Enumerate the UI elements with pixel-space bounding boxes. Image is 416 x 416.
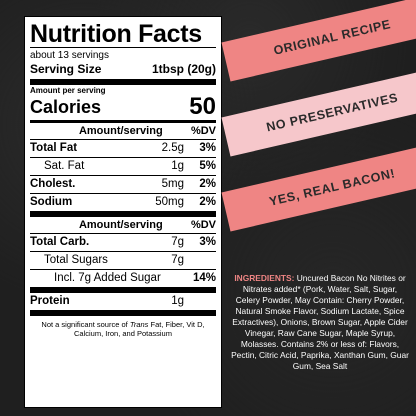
banner-no-preservatives: NO PRESERVATIVES bbox=[221, 70, 416, 157]
nutrient-row-total-carb: Total Carb. 7g 3% bbox=[30, 233, 216, 251]
servings-per-container: about 13 servings bbox=[30, 50, 109, 61]
divider-medium bbox=[30, 120, 216, 123]
ingredients-text: Uncured Bacon No Nitrites or Nitrates ad… bbox=[231, 273, 409, 371]
nutrient-name: Incl. 7g Added Sugar bbox=[54, 272, 161, 284]
nutrient-amount: 7g bbox=[171, 254, 184, 266]
amount-per-serving: Amount per serving bbox=[30, 86, 106, 95]
nutrient-header: Amount/serving %DV bbox=[30, 217, 216, 233]
nutrition-facts-panel: Nutrition Facts about 13 servings Servin… bbox=[24, 16, 222, 408]
banner-label: NO PRESERVATIVES bbox=[265, 90, 400, 135]
daily-value-header: %DV bbox=[190, 219, 216, 231]
nutrient-amount: 1g bbox=[171, 160, 184, 172]
amount-per-serving-header: Amount/serving bbox=[78, 125, 163, 137]
nutrient-row-protein: Protein 1g bbox=[30, 287, 216, 310]
banner-label: YES, REAL BACON! bbox=[267, 166, 397, 209]
nutrient-amount: 7g bbox=[171, 236, 184, 248]
nutrition-facts-title: Nutrition Facts bbox=[30, 20, 202, 48]
nutrition-footnote: Not a significant source of Trans Fat, F… bbox=[30, 320, 216, 338]
divider-thick bbox=[30, 211, 216, 217]
nutrient-row-added-sugar: Incl. 7g Added Sugar 14% bbox=[30, 269, 216, 287]
nutrient-amount: 1g bbox=[171, 295, 184, 307]
nutrient-amount: 5mg bbox=[161, 178, 184, 190]
nutrient-row-total-fat: Total Fat 2.5g 3% bbox=[30, 139, 216, 157]
nutrient-dv: 5% bbox=[199, 160, 216, 172]
nutrient-row-sat-fat: Sat. Fat 1g 5% bbox=[30, 157, 216, 175]
nutrient-row-total-sugars: Total Sugars 7g bbox=[30, 251, 216, 269]
amount-per-serving-header: Amount/serving bbox=[78, 219, 163, 231]
calories-row: Calories 50 bbox=[30, 93, 216, 120]
serving-size-label: Serving Size bbox=[30, 62, 102, 76]
nutrient-name: Sat. Fat bbox=[44, 160, 85, 172]
calories-value: 50 bbox=[189, 93, 216, 120]
ingredients-block: INGREDIENTS: Uncured Bacon No Nitrites o… bbox=[230, 273, 410, 372]
banner-original-recipe: ORIGINAL RECIPE bbox=[221, 0, 416, 82]
nutrient-dv: 2% bbox=[199, 178, 216, 190]
serving-size-row: Serving Size 1tbsp (20g) bbox=[30, 62, 216, 77]
footnote-text: Not a significant source of bbox=[41, 320, 128, 329]
footnote-text: Fat, Fiber, Vit D, Calcium, Iron, and Po… bbox=[74, 320, 205, 338]
nutrient-name: Total Sugars bbox=[44, 254, 108, 266]
nutrient-name: Cholest. bbox=[30, 178, 76, 190]
banner-label: ORIGINAL RECIPE bbox=[272, 17, 393, 58]
nutrient-name: Total Fat bbox=[30, 142, 78, 154]
serving-size-value: 1tbsp (20g) bbox=[151, 62, 216, 76]
footnote-italic: Trans bbox=[129, 320, 149, 329]
nutrient-dv: 14% bbox=[192, 272, 216, 284]
ingredients-label: INGREDIENTS: bbox=[234, 273, 295, 283]
divider bbox=[30, 47, 216, 48]
divider-thick bbox=[30, 310, 216, 316]
banner-real-bacon: YES, REAL BACON! bbox=[221, 145, 416, 232]
calories-label: Calories bbox=[30, 97, 102, 117]
nutrient-name: Total Carb. bbox=[30, 236, 90, 248]
nutrient-dv: 2% bbox=[199, 196, 216, 208]
nutrient-row-cholesterol: Cholest. 5mg 2% bbox=[30, 175, 216, 193]
nutrient-name: Sodium bbox=[30, 196, 73, 208]
nutrient-row-sodium: Sodium 50mg 2% bbox=[30, 193, 216, 211]
nutrient-header: Amount/serving %DV bbox=[30, 123, 216, 139]
divider-thick bbox=[30, 79, 216, 85]
nutrient-dv: 3% bbox=[199, 236, 216, 248]
nutrient-amount: 2.5g bbox=[161, 142, 184, 154]
nutrient-name: Protein bbox=[30, 295, 70, 307]
nutrient-amount: 50mg bbox=[155, 196, 184, 208]
nutrient-dv: 3% bbox=[199, 142, 216, 154]
daily-value-header: %DV bbox=[190, 125, 216, 137]
